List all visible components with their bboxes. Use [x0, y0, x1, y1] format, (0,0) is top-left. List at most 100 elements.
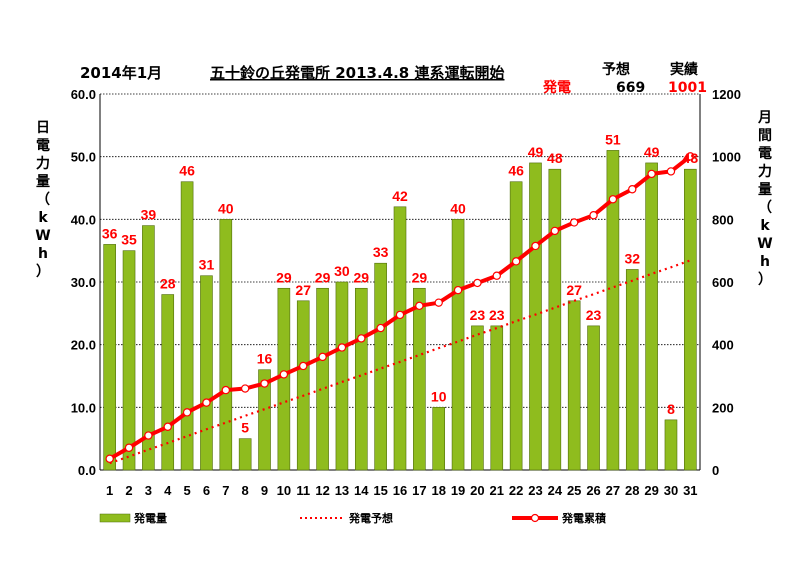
y-tick-label: 30.0: [71, 275, 96, 290]
cumulative-marker: [531, 241, 540, 251]
legend-forecast-label: 発電予想: [348, 511, 393, 525]
left-axis-label-char: k: [38, 210, 48, 226]
legend-cumulative-marker: [530, 513, 540, 523]
right-axis-label-char: h: [760, 254, 770, 270]
bar: [219, 219, 233, 471]
cumulative-marker: [666, 167, 676, 176]
bar: [103, 244, 116, 471]
bar: [664, 419, 678, 471]
x-tick-label: 8: [242, 483, 249, 498]
cumulative-marker: [453, 285, 463, 295]
bar: [625, 269, 639, 471]
bar: [432, 407, 446, 471]
x-tick-label: 19: [451, 483, 465, 498]
left-axis-label-char: h: [38, 246, 48, 262]
x-tick-label: 7: [222, 483, 229, 498]
chart-title: 五十鈴の丘発電所 2013.4.8 連系運転開始: [210, 64, 504, 82]
cumulative-marker: [569, 218, 579, 227]
generation-label: 発電: [542, 79, 571, 96]
forecast-line: [109, 259, 691, 465]
x-tick-label: 17: [412, 483, 426, 498]
cumulative-marker: [337, 343, 347, 352]
bar: [180, 181, 194, 471]
cumulative-marker: [124, 443, 134, 452]
cumulative-marker: [318, 352, 327, 362]
cumulative-marker: [357, 334, 366, 343]
x-tick-label: 2: [125, 483, 132, 498]
bar: [238, 438, 252, 471]
right-axis-label-char: 力: [758, 163, 772, 180]
x-tick-label: 27: [606, 483, 620, 498]
bar-value-label: 5: [241, 420, 249, 436]
cumulative-marker: [144, 431, 153, 440]
cumulative-marker: [182, 408, 192, 417]
bar-series: [103, 150, 697, 471]
left-axis-label-char: W: [35, 228, 50, 244]
bar-value-label: 29: [276, 269, 292, 285]
bar: [451, 219, 465, 471]
cumulative-marker: [105, 454, 114, 463]
x-tick-label: 5: [183, 483, 190, 498]
x-tick-label: 1: [106, 483, 113, 498]
x-tick-label: 21: [490, 483, 504, 498]
bar-value-label: 16: [257, 351, 273, 367]
legend-cumulative-label: 発電累積: [561, 511, 607, 525]
bar: [122, 250, 136, 471]
right-axis-label-char: W: [757, 236, 772, 252]
y2-tick-label: 600: [712, 275, 734, 290]
y2-tick-label: 200: [712, 400, 734, 415]
bar-value-label: 23: [470, 307, 486, 323]
bar-value-label: 48: [683, 150, 699, 166]
cumulative-marker: [628, 185, 637, 194]
legend-bar-swatch: [99, 513, 131, 523]
right-axis-label-char: 月: [757, 110, 772, 126]
right-axis-label-char: k: [760, 218, 770, 234]
x-tick-label: 3: [145, 483, 152, 498]
x-tick-label: 24: [548, 483, 563, 498]
left-axis-label-char: ）: [36, 264, 50, 280]
bar-value-label: 49: [644, 144, 660, 160]
bar-value-label: 10: [431, 388, 447, 404]
bar-value-label: 40: [450, 200, 466, 216]
y2-tick-label: 800: [712, 212, 734, 227]
y-tick-label: 60.0: [71, 87, 96, 102]
bar-value-label: 40: [218, 200, 234, 216]
bar: [529, 162, 542, 471]
bar-value-label: 51: [605, 131, 621, 147]
bar: [354, 287, 368, 471]
cumulative-marker: [279, 370, 289, 379]
x-tick-label: 30: [664, 483, 678, 498]
right-axis-label-char: ）: [758, 272, 772, 288]
y-tick-label: 20.0: [71, 338, 96, 353]
y2-tick-label: 400: [712, 338, 734, 353]
cumulative-marker: [434, 298, 443, 307]
x-tick-label: 23: [528, 483, 542, 498]
bar-value-label: 35: [121, 232, 137, 248]
bar-value-label: 23: [586, 307, 602, 323]
y2-tick-label: 0: [712, 463, 719, 478]
left-axis-label-char: 力: [36, 155, 50, 172]
bar: [509, 181, 523, 471]
bar-value-label: 27: [566, 282, 582, 298]
bar: [142, 225, 155, 471]
x-tick-label: 31: [683, 483, 697, 498]
actual-label: 実績: [670, 61, 698, 78]
cumulative-marker: [492, 271, 501, 280]
cumulative-marker: [376, 323, 385, 333]
bar: [200, 275, 213, 471]
y-tick-label: 10.0: [71, 400, 96, 415]
cumulative-marker: [473, 278, 482, 288]
x-tick-label: 20: [470, 483, 484, 498]
bar: [413, 287, 426, 471]
bar-value-label: 29: [315, 269, 331, 285]
bar-value-label: 39: [141, 207, 157, 223]
bar: [471, 325, 484, 471]
y-tick-label: 50.0: [71, 150, 96, 165]
cumulative-marker: [299, 361, 308, 371]
x-tick-label: 28: [625, 483, 639, 498]
bar: [587, 325, 600, 471]
bar-value-label: 30: [334, 263, 350, 279]
y2-tick-label: 1200: [712, 87, 741, 102]
